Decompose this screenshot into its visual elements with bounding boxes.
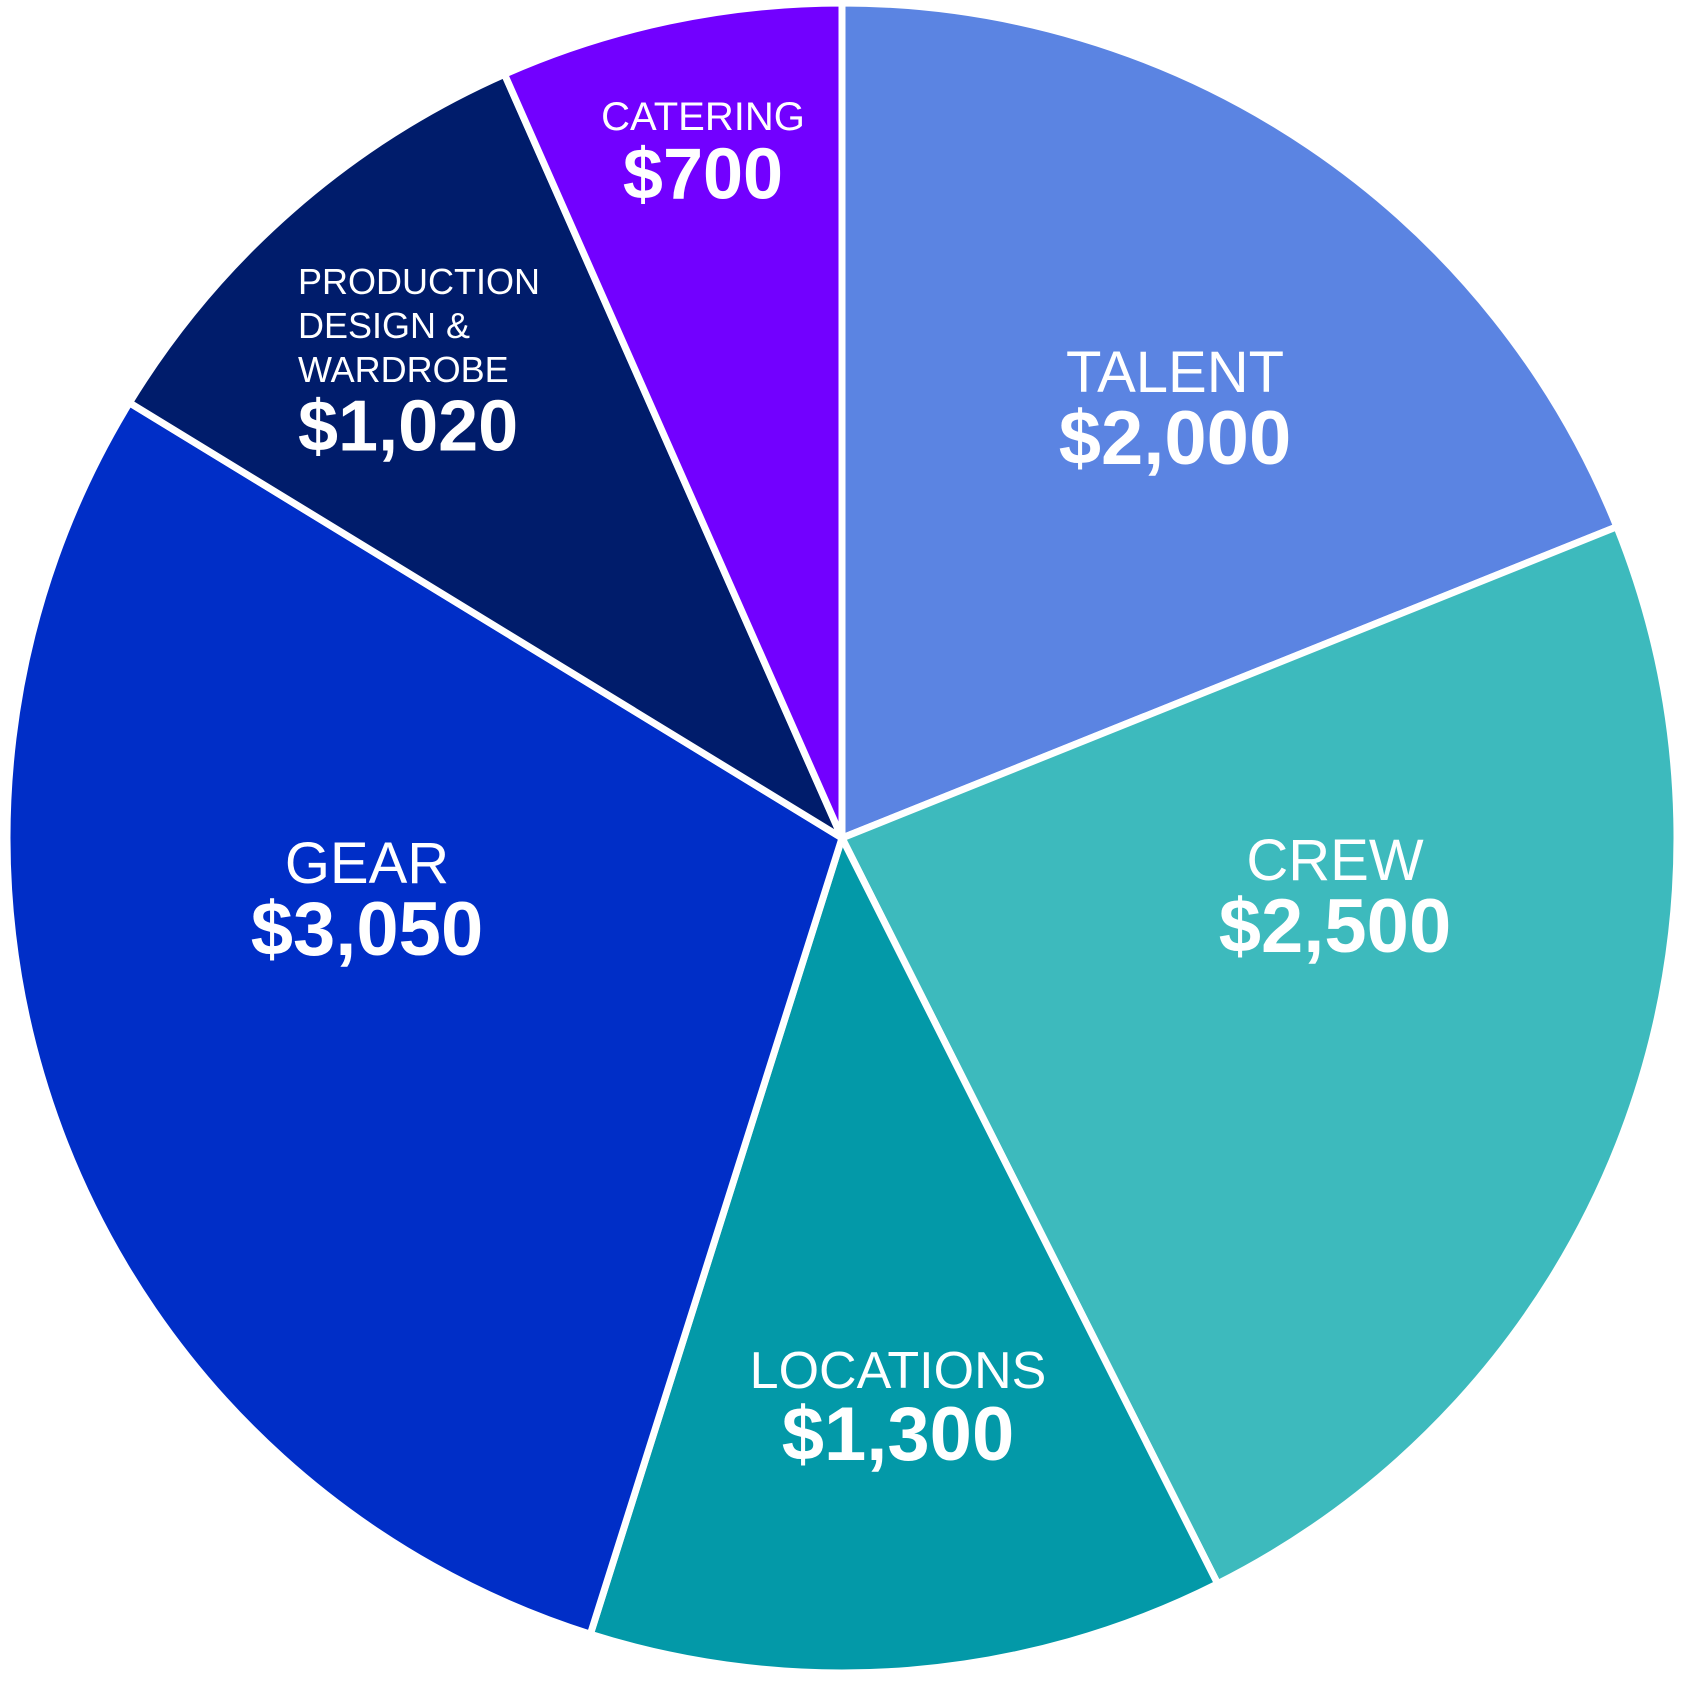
pie-slices <box>3 0 1681 1677</box>
slice-value-crew: $2,500 <box>1219 884 1451 969</box>
slice-value-gear: $3,050 <box>251 887 483 972</box>
slice-value-production-design-wardrobe: $1,020 <box>298 386 518 466</box>
slice-label-gear: GEAR <box>285 831 449 896</box>
pie-slice-talent <box>838 0 1622 844</box>
slice-label-production-design-wardrobe-line-2: DESIGN & <box>298 305 470 346</box>
pie-slice-crew <box>837 522 1681 1589</box>
pie-slice-catering <box>499 0 846 840</box>
slice-value-talent: $2,000 <box>1059 396 1291 481</box>
slice-value-catering: $700 <box>623 134 783 214</box>
slice-value-locations: $1,300 <box>782 1392 1014 1477</box>
pie-labels: TALENT$2,000 CREW$2,500 LOCATIONS$1,300 GEA… <box>251 95 1451 1477</box>
pie-slice-locations <box>585 828 1223 1677</box>
slice-label-production-design-wardrobe-line-3: WARDROBE <box>298 349 509 390</box>
pie-slice-production-design-wardrobe <box>124 69 850 847</box>
slice-label-production-design-wardrobe-line-1: PRODUCTION <box>298 261 540 302</box>
slice-label-catering: CATERING <box>601 95 805 139</box>
slice-label-crew: CREW <box>1246 828 1423 893</box>
slice-label-talent: TALENT <box>1066 340 1284 405</box>
slice-label-locations: LOCATIONS <box>750 1342 1047 1400</box>
